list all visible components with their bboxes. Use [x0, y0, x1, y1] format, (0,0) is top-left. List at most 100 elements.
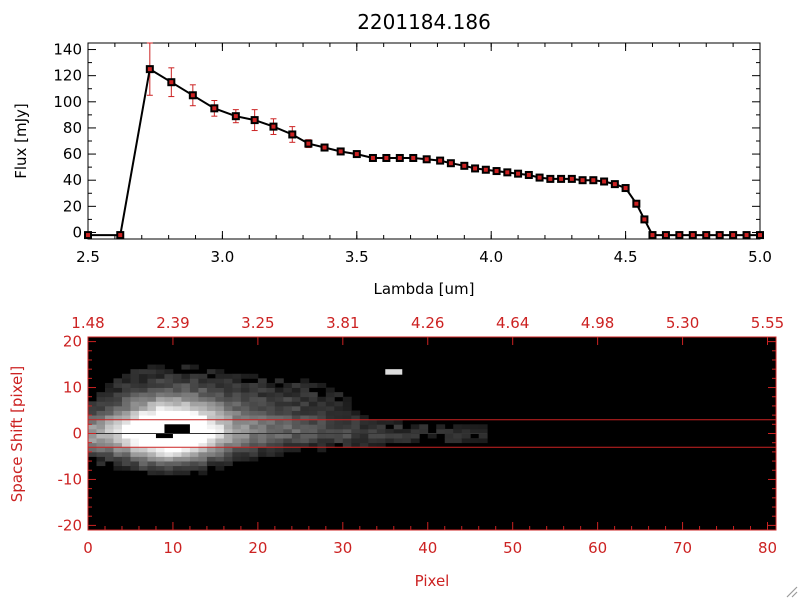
image-cell	[164, 401, 174, 407]
image-cell	[266, 415, 276, 421]
image-cell	[147, 401, 157, 407]
image-cell	[198, 442, 208, 448]
image-cell	[147, 382, 157, 388]
image-cell	[198, 424, 208, 430]
image-cell	[359, 415, 369, 421]
image-cell	[138, 382, 148, 388]
image-cell	[223, 433, 233, 439]
image-cell	[147, 461, 157, 467]
image-wavelength-ticks: 1.48 2.39 3.25 3.81 4.26 4.64 4.98 5.30 5.55	[71, 314, 784, 345]
image-cell	[300, 419, 310, 425]
image-cell	[121, 451, 131, 457]
image-cell	[206, 410, 216, 416]
image-cell	[300, 392, 310, 398]
image-cell	[147, 405, 157, 411]
image-cell	[130, 438, 140, 444]
spectrum-point-core	[559, 176, 564, 181]
image-cell	[444, 438, 454, 444]
image-cell	[223, 373, 233, 379]
image-wavelength-tick-label: 5.30	[666, 314, 699, 332]
image-cell	[215, 419, 225, 425]
image-cell	[257, 438, 267, 444]
spectrum-point-core	[86, 233, 90, 238]
resize-grip-icon[interactable]	[784, 584, 798, 598]
image-cell	[359, 424, 369, 430]
image-cell	[249, 428, 259, 434]
image-cell	[155, 465, 165, 471]
spectrum-point-core	[397, 155, 402, 160]
image-y-tick-label: 20	[63, 333, 82, 351]
image-cell	[266, 382, 276, 388]
image-cell	[223, 410, 233, 416]
image-cell	[138, 451, 148, 457]
image-cell	[461, 424, 471, 430]
image-cell	[113, 392, 123, 398]
spectrum-point-core	[663, 233, 668, 238]
image-cell	[334, 415, 344, 421]
image-cell	[359, 428, 369, 434]
image-cell	[113, 461, 123, 467]
image-cell	[325, 415, 335, 421]
image-y-tick-label: -20	[58, 516, 83, 534]
image-cell	[317, 438, 327, 444]
image-cell	[138, 405, 148, 411]
image-cell	[130, 442, 140, 448]
image-cell	[206, 433, 216, 439]
image-cell	[266, 451, 276, 457]
image-cell	[223, 451, 233, 457]
image-cell	[215, 410, 225, 416]
image-cell	[300, 428, 310, 434]
image-cell	[181, 392, 191, 398]
image-cell	[138, 415, 148, 421]
image-x-tick-label: 20	[248, 539, 267, 557]
image-cell	[96, 396, 106, 402]
image-cell	[342, 438, 352, 444]
image-cell	[130, 373, 140, 379]
image-cell	[104, 451, 114, 457]
image-cell	[240, 456, 250, 462]
image-cell	[325, 401, 335, 407]
image-cell	[172, 405, 182, 411]
spectrum-point-core	[537, 175, 542, 180]
spectrum-x-axis-label: Lambda [um]	[374, 280, 475, 298]
image-cell	[147, 396, 157, 402]
image-cell	[359, 438, 369, 444]
image-cell	[206, 405, 216, 411]
image-cell	[164, 470, 174, 476]
image-x-tick-label: 10	[163, 539, 182, 557]
image-cell	[342, 433, 352, 439]
image-cell	[181, 382, 191, 388]
image-cell	[325, 442, 335, 448]
image-cell	[189, 387, 199, 393]
image-cell	[351, 438, 361, 444]
image-cell	[274, 433, 284, 439]
image-cell	[308, 382, 318, 388]
image-cell	[232, 424, 242, 430]
image-y-tick-label: 0	[72, 425, 82, 443]
image-cell	[138, 369, 148, 375]
image-cell	[342, 442, 352, 448]
image-cell	[351, 433, 361, 439]
image-cell	[181, 433, 191, 439]
image-cell	[104, 438, 114, 444]
image-cell	[240, 382, 250, 388]
image-cell	[240, 424, 250, 430]
image-cell	[257, 410, 267, 416]
spectrum-y-tick-label: 140	[53, 41, 82, 59]
image-cell	[325, 419, 335, 425]
spectrum-x-tick-label: 3.5	[345, 248, 369, 266]
image-cell	[138, 387, 148, 393]
image-cell	[88, 447, 97, 453]
image-cell	[274, 392, 284, 398]
image-cell	[342, 405, 352, 411]
image-cell	[385, 438, 395, 444]
image-cell	[130, 387, 140, 393]
image-cell	[215, 438, 225, 444]
image-cell	[291, 415, 301, 421]
image-cell	[283, 405, 293, 411]
image-cell	[283, 401, 293, 407]
image-cell	[308, 415, 318, 421]
image-cell	[223, 387, 233, 393]
image-cell	[104, 405, 114, 411]
image-cell	[155, 369, 165, 375]
